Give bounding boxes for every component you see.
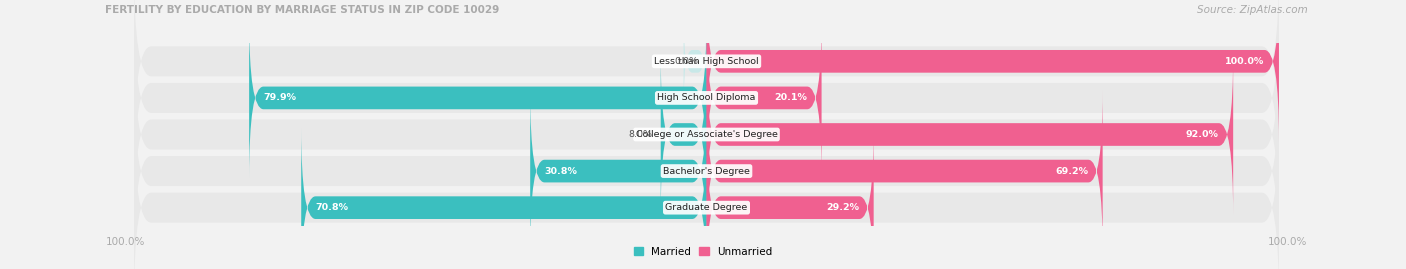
FancyBboxPatch shape [707,0,1279,141]
FancyBboxPatch shape [707,18,821,178]
Text: Bachelor's Degree: Bachelor's Degree [664,167,749,176]
Text: Less than High School: Less than High School [654,57,759,66]
FancyBboxPatch shape [134,3,1279,193]
FancyBboxPatch shape [134,113,1279,269]
FancyBboxPatch shape [707,91,1102,251]
FancyBboxPatch shape [134,0,1279,156]
Text: 100.0%: 100.0% [105,237,145,247]
FancyBboxPatch shape [707,128,873,269]
Text: 29.2%: 29.2% [827,203,859,212]
Text: 20.1%: 20.1% [775,93,807,102]
Text: 30.8%: 30.8% [544,167,578,176]
FancyBboxPatch shape [530,91,707,251]
Text: High School Diploma: High School Diploma [658,93,755,102]
Text: 92.0%: 92.0% [1187,130,1219,139]
Text: 8.0%: 8.0% [628,130,652,139]
Text: 100.0%: 100.0% [1226,57,1264,66]
Text: 100.0%: 100.0% [1268,237,1308,247]
FancyBboxPatch shape [134,40,1279,229]
Text: 70.8%: 70.8% [315,203,349,212]
FancyBboxPatch shape [249,18,707,178]
FancyBboxPatch shape [301,128,707,269]
FancyBboxPatch shape [707,54,1233,215]
Text: FERTILITY BY EDUCATION BY MARRIAGE STATUS IN ZIP CODE 10029: FERTILITY BY EDUCATION BY MARRIAGE STATU… [105,5,499,15]
Text: 79.9%: 79.9% [263,93,297,102]
Text: Graduate Degree: Graduate Degree [665,203,748,212]
FancyBboxPatch shape [661,54,707,215]
Text: Source: ZipAtlas.com: Source: ZipAtlas.com [1197,5,1308,15]
Text: 0.0%: 0.0% [673,57,697,66]
Text: College or Associate's Degree: College or Associate's Degree [636,130,778,139]
FancyBboxPatch shape [134,76,1279,266]
FancyBboxPatch shape [683,18,707,105]
Legend: Married, Unmarried: Married, Unmarried [630,243,776,261]
Text: 69.2%: 69.2% [1056,167,1088,176]
